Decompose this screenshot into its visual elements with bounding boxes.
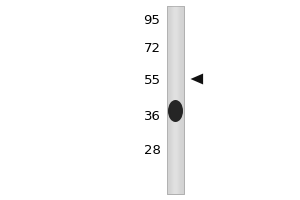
- Bar: [179, 6, 180, 194]
- Polygon shape: [190, 74, 203, 84]
- Bar: [178, 6, 179, 194]
- Bar: [182, 6, 183, 194]
- Bar: [167, 6, 184, 194]
- Text: 72: 72: [143, 43, 161, 55]
- Ellipse shape: [168, 100, 183, 122]
- Bar: [168, 6, 169, 194]
- Bar: [170, 6, 171, 194]
- Bar: [177, 6, 178, 194]
- Bar: [174, 6, 175, 194]
- Text: 95: 95: [144, 15, 160, 27]
- Text: 28: 28: [144, 144, 160, 158]
- Bar: [167, 6, 168, 194]
- Bar: [181, 6, 182, 194]
- Bar: [180, 6, 181, 194]
- Bar: [183, 6, 184, 194]
- Bar: [172, 6, 173, 194]
- Bar: [169, 6, 170, 194]
- Bar: [167, 6, 184, 194]
- Bar: [176, 6, 177, 194]
- Text: 55: 55: [143, 73, 161, 86]
- Bar: [171, 6, 172, 194]
- Bar: [173, 6, 174, 194]
- Text: 36: 36: [144, 110, 160, 123]
